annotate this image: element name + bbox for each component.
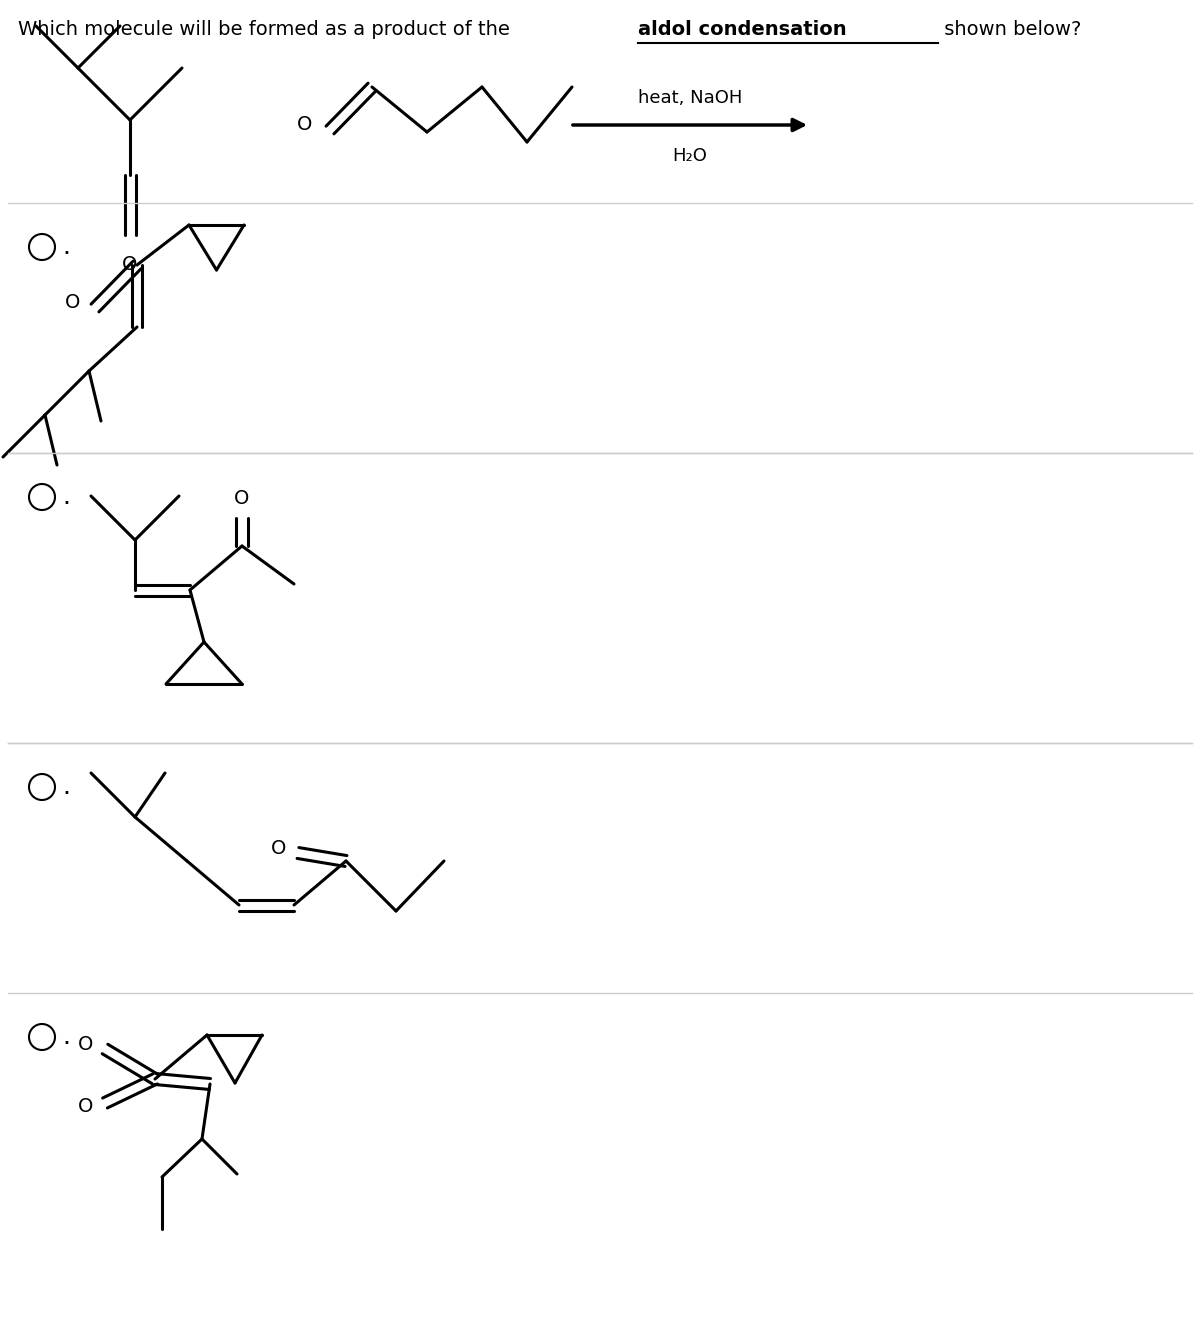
Text: O: O bbox=[234, 489, 250, 507]
Text: .: . bbox=[62, 775, 70, 799]
Text: .: . bbox=[62, 235, 70, 258]
Text: .: . bbox=[62, 1026, 70, 1049]
Text: Which molecule will be formed as a product of the: Which molecule will be formed as a produ… bbox=[18, 20, 516, 38]
Text: H₂O: H₂O bbox=[672, 147, 708, 166]
Text: O: O bbox=[78, 1036, 94, 1055]
Text: O: O bbox=[296, 115, 312, 135]
Text: aldol condensation: aldol condensation bbox=[638, 20, 847, 38]
Text: O: O bbox=[78, 1097, 94, 1117]
Text: .: . bbox=[62, 485, 70, 509]
Text: shown below?: shown below? bbox=[938, 20, 1081, 38]
Text: O: O bbox=[122, 254, 138, 274]
Text: O: O bbox=[271, 840, 286, 859]
Text: heat, NaOH: heat, NaOH bbox=[638, 89, 742, 107]
Text: O: O bbox=[65, 294, 80, 313]
